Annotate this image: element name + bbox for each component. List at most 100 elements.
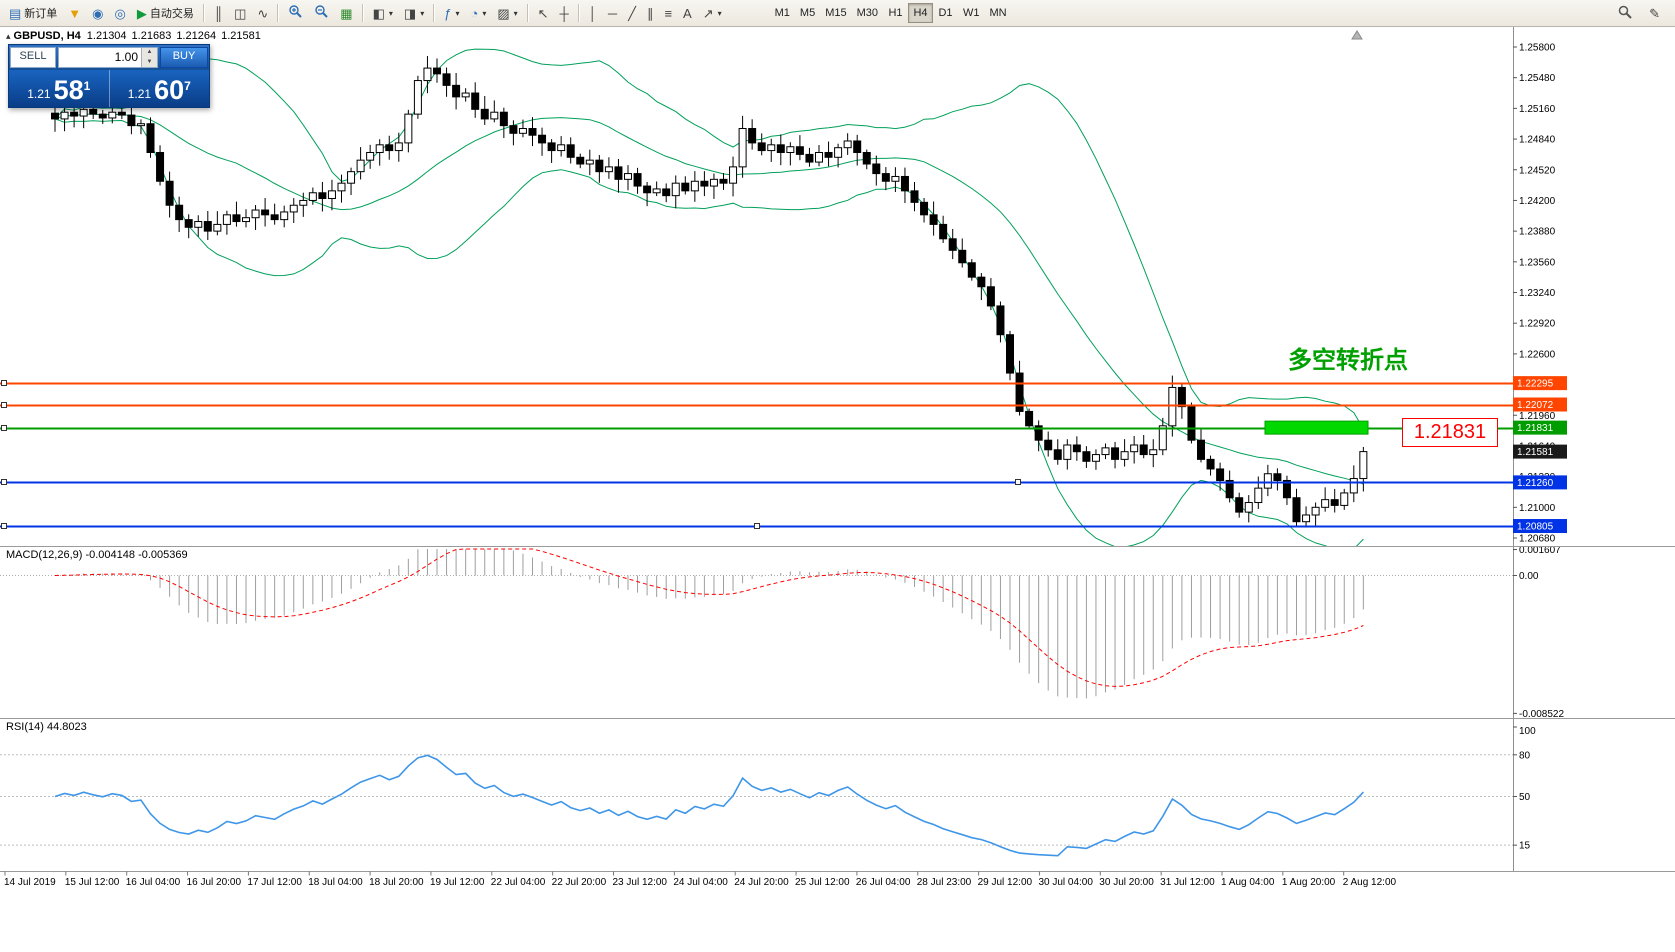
candle: [1063, 439, 1072, 470]
line-chart-button[interactable]: ∿: [252, 2, 273, 24]
line-handle[interactable]: [1, 402, 7, 408]
price-tick-label: 1.21000: [1519, 503, 1556, 514]
candle: [213, 211, 222, 236]
candle: [881, 167, 890, 191]
tile-windows-button[interactable]: ◧ ▾: [368, 2, 398, 24]
line-handle[interactable]: [754, 523, 760, 529]
timeframe-button-mn[interactable]: MN: [985, 3, 1012, 23]
volume-field[interactable]: 1.00 ▲ ▼: [58, 47, 158, 68]
candle: [471, 82, 480, 118]
candle: [547, 139, 556, 163]
search-button[interactable]: [1612, 2, 1638, 24]
zoom-in-button[interactable]: [283, 2, 308, 24]
chart-shift-marker-icon[interactable]: [1351, 30, 1363, 40]
timeframe-button-h1[interactable]: H1: [883, 3, 908, 23]
templates-button[interactable]: ▨ ▾: [492, 2, 522, 24]
timeframe-button-d1[interactable]: D1: [933, 3, 958, 23]
candle: [499, 107, 508, 139]
candle: [222, 210, 231, 235]
community-button[interactable]: ◎: [110, 2, 131, 24]
cascade-windows-button[interactable]: ◨ ▾: [399, 2, 429, 24]
volume-step-up-icon[interactable]: ▲: [142, 48, 157, 58]
periods-button[interactable]: ◔ ▾: [465, 2, 491, 24]
chart-annotation-text[interactable]: 多空转折点: [1288, 347, 1408, 374]
sell-button[interactable]: SELL: [10, 47, 56, 68]
candle: [738, 115, 747, 178]
line-handle[interactable]: [1015, 479, 1021, 485]
timeframe-button-h4[interactable]: H4: [908, 3, 933, 23]
time-tick-label: 24 Jul 20:00: [734, 877, 789, 888]
highlight-segment[interactable]: [1264, 420, 1369, 435]
horizontal-line-tool-button[interactable]: ─: [603, 2, 622, 24]
time-tick-label: 1 Aug 04:00: [1221, 877, 1275, 888]
candle: [1311, 502, 1320, 527]
candle: [404, 109, 413, 153]
volume-step-down-icon[interactable]: ▼: [142, 57, 157, 67]
candle: [461, 88, 470, 102]
price-level-callout[interactable]: 1.21831: [1402, 418, 1498, 447]
svg-text:1.22072: 1.22072: [1517, 400, 1554, 411]
price-tick-label: 1.24840: [1519, 135, 1556, 146]
time-tick-label: 23 Jul 12:00: [613, 877, 668, 888]
vertical-line-tool-button[interactable]: │: [584, 2, 602, 24]
bar-chart-button[interactable]: ║: [209, 2, 228, 24]
timeframe-button-m5[interactable]: M5: [795, 3, 820, 23]
volume-value[interactable]: 1.00: [114, 50, 138, 64]
candle: [910, 182, 919, 212]
price-tick-label: 1.24520: [1519, 165, 1556, 176]
price-badge-1.22295: 1.22295: [1513, 376, 1567, 391]
fibonacci-tool-button[interactable]: ≡: [659, 2, 677, 24]
funnel-button[interactable]: ▼: [63, 2, 86, 24]
candle: [394, 132, 403, 162]
toolbar-separator: [277, 4, 280, 22]
price-axis[interactable]: 1.25800 1.25480 1.25160 1.24840 1.24520 1.242…: [1351, 27, 1567, 871]
channel-tool-button[interactable]: ∥: [642, 2, 659, 24]
macd-panel: [0, 548, 1513, 699]
candle: [872, 155, 881, 186]
timeframe-button-m30[interactable]: M30: [852, 3, 883, 23]
line-handle[interactable]: [1, 523, 7, 529]
buy-button[interactable]: BUY: [160, 47, 208, 68]
candle: [986, 278, 995, 311]
timeframe-button-m15[interactable]: M15: [820, 3, 851, 23]
time-tick-label: 14 Jul 2019: [4, 877, 56, 888]
arrows-tool-button[interactable]: ↗ ▾: [698, 2, 727, 24]
trendline-tool-button[interactable]: ╱: [623, 2, 641, 24]
zoom-out-button[interactable]: [309, 2, 334, 24]
auto-trading-button[interactable]: ▶ 自动交易: [132, 2, 199, 24]
timeframe-button-w1[interactable]: W1: [958, 3, 985, 23]
line-handle[interactable]: [1, 425, 7, 431]
profile-button[interactable]: ◉: [87, 2, 108, 24]
candle: [604, 157, 613, 179]
edit-button[interactable]: ✎: [1644, 2, 1665, 24]
candlestick-chart-button[interactable]: ◫: [229, 2, 251, 24]
time-tick-label: 26 Jul 04:00: [856, 877, 911, 888]
line-handle[interactable]: [1, 479, 7, 485]
candle: [1120, 439, 1129, 467]
text-tool-button[interactable]: A: [678, 2, 697, 24]
bar-chart-icon: ║: [213, 5, 224, 21]
grid-button[interactable]: ▦: [335, 2, 357, 24]
candle: [136, 119, 145, 135]
buy-price[interactable]: 1.21 60 7: [110, 70, 210, 107]
new-order-button[interactable]: ▤ 新订单: [4, 2, 62, 24]
candle: [1321, 487, 1330, 512]
indicators-button[interactable]: ƒ ▾: [439, 2, 464, 24]
candle: [729, 156, 738, 197]
line-handle[interactable]: [1, 380, 7, 386]
candle: [289, 198, 298, 223]
candle: [452, 72, 461, 110]
cursor-tool-button[interactable]: ↖: [533, 2, 554, 24]
timeframe-group: M1 M5 M15 M30 H1 H4 D1 W1 MN: [770, 3, 1012, 23]
funnel-icon: ▼: [68, 5, 82, 21]
timeframe-button-m1[interactable]: M1: [770, 3, 795, 23]
candle: [652, 181, 661, 197]
crosshair-tool-button[interactable]: ┼: [555, 2, 574, 24]
candle: [967, 259, 976, 281]
candle: [518, 119, 527, 138]
toolbar-separator: [526, 4, 529, 22]
time-axis[interactable]: 14 Jul 2019 15 Jul 12:00 16 Jul 04:00 16 Ju…: [4, 871, 1397, 889]
sell-price[interactable]: 1.21 58 1: [9, 70, 110, 107]
rsi-indicator-label: RSI(14) 44.8023: [6, 721, 87, 733]
